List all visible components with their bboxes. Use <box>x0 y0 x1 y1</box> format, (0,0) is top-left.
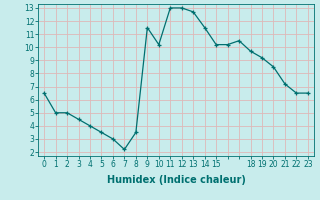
X-axis label: Humidex (Indice chaleur): Humidex (Indice chaleur) <box>107 175 245 185</box>
